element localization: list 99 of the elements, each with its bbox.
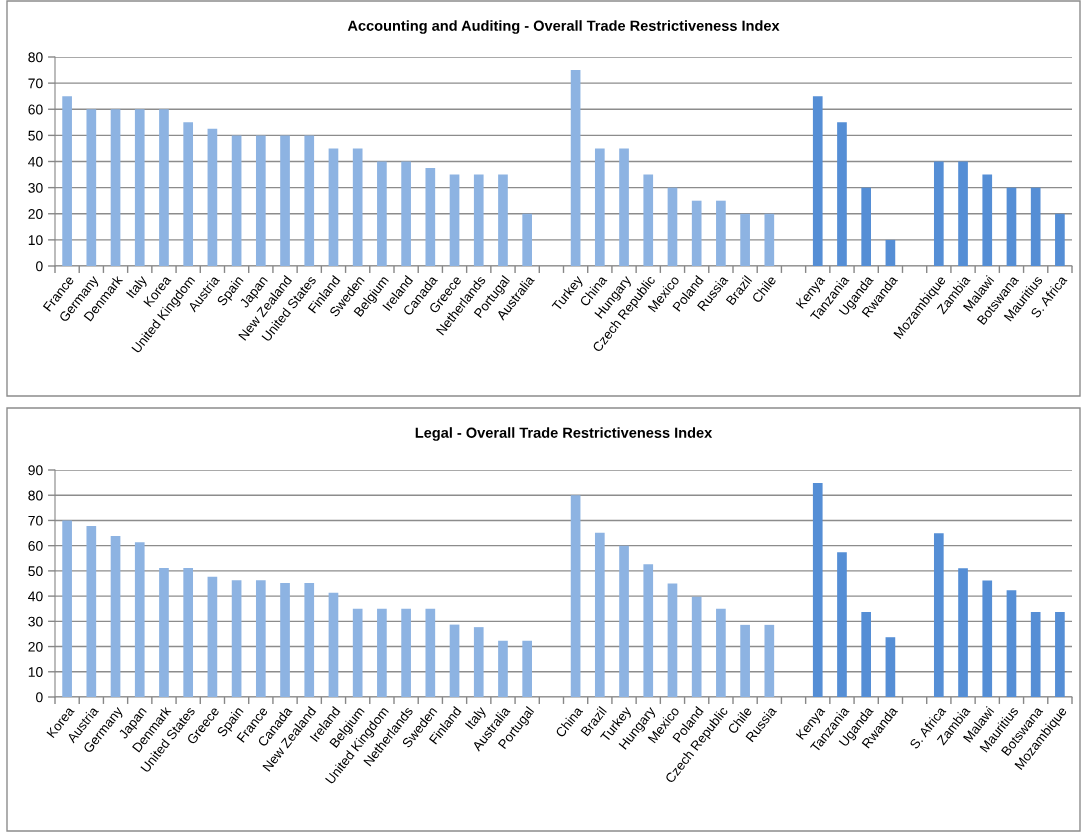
y-tick-label: 70 — [28, 515, 43, 526]
bar — [1006, 187, 1017, 266]
bar — [619, 148, 629, 266]
bar — [62, 96, 72, 266]
bar — [982, 174, 993, 266]
bar — [716, 608, 726, 697]
bar — [837, 552, 847, 697]
y-tick-label: 60 — [28, 104, 43, 115]
bar — [86, 525, 97, 697]
bar — [812, 483, 823, 697]
bar — [643, 174, 654, 266]
bar — [570, 70, 581, 266]
bar — [498, 640, 508, 697]
bar — [570, 495, 581, 697]
y-tick-label: 70 — [28, 78, 43, 89]
bar — [982, 580, 993, 697]
bar — [328, 592, 339, 697]
bar — [691, 596, 702, 697]
y-tick-label: 80 — [28, 52, 43, 63]
bar — [183, 122, 194, 266]
bar — [691, 200, 702, 266]
bar — [933, 533, 944, 697]
bar — [328, 148, 339, 266]
bar — [958, 161, 968, 266]
bar — [86, 109, 97, 266]
bar — [473, 627, 484, 697]
bar — [594, 532, 605, 697]
y-tick-label: 80 — [28, 490, 43, 501]
bar — [522, 213, 533, 266]
chart-title: Accounting and Auditing - Overall Trade Restrictiveness Index — [347, 20, 780, 34]
bar — [1030, 187, 1041, 266]
bar — [667, 187, 678, 266]
y-tick-label: 0 — [36, 692, 43, 703]
bar — [933, 161, 944, 266]
bar — [716, 200, 726, 266]
bar — [498, 174, 508, 266]
y-tick-label: 60 — [28, 541, 43, 551]
bar — [667, 583, 678, 697]
bar — [861, 187, 872, 266]
bar — [304, 583, 315, 697]
bar — [159, 568, 169, 697]
bar — [255, 135, 266, 266]
bar — [231, 580, 242, 697]
bar — [1030, 612, 1041, 697]
y-tick-label: 20 — [28, 209, 43, 219]
bar — [425, 608, 436, 697]
bar — [110, 536, 121, 697]
bar — [740, 213, 750, 266]
y-tick-label: 50 — [28, 566, 43, 577]
bar — [62, 520, 72, 697]
bar — [473, 174, 484, 266]
bar — [207, 576, 218, 697]
bar — [425, 168, 436, 266]
bar — [643, 564, 654, 697]
bar — [764, 213, 775, 266]
bar — [110, 109, 121, 266]
bar — [740, 624, 750, 697]
y-tick-label: 20 — [28, 641, 43, 652]
bar — [401, 161, 411, 266]
bar — [304, 135, 315, 266]
bar — [619, 545, 629, 697]
bar — [812, 96, 823, 266]
bar — [134, 542, 145, 697]
bar — [134, 109, 145, 266]
y-tick-label: 10 — [28, 235, 43, 246]
y-tick-label: 10 — [28, 667, 43, 677]
bar — [159, 109, 169, 266]
chart-title: Legal - Overall Trade Restrictiveness Index — [415, 427, 713, 441]
bar — [401, 608, 411, 697]
bar — [958, 568, 968, 697]
bar — [449, 174, 460, 266]
bar — [837, 122, 847, 266]
bar — [764, 624, 775, 697]
bar — [1055, 213, 1065, 266]
y-tick-label: 50 — [28, 130, 43, 141]
bar — [231, 135, 242, 266]
y-tick-label: 40 — [28, 591, 43, 602]
bar — [522, 640, 533, 697]
bar — [377, 608, 387, 697]
y-tick-label: 90 — [28, 465, 43, 476]
bar — [449, 624, 460, 697]
bar — [885, 239, 896, 266]
bar — [861, 612, 872, 697]
bar — [885, 637, 896, 697]
bar — [594, 148, 605, 266]
bar — [352, 148, 363, 266]
y-tick-label: 40 — [28, 156, 43, 167]
bar — [1055, 612, 1065, 697]
bar — [183, 568, 194, 697]
bar — [280, 135, 290, 266]
y-tick-label: 30 — [28, 616, 43, 627]
bar — [377, 161, 387, 266]
bar — [280, 583, 290, 697]
y-tick-label: 0 — [36, 261, 43, 272]
bar — [255, 580, 266, 697]
bar — [352, 608, 363, 697]
bar — [207, 128, 218, 266]
bar — [1006, 590, 1017, 697]
y-tick-label: 30 — [28, 182, 43, 193]
